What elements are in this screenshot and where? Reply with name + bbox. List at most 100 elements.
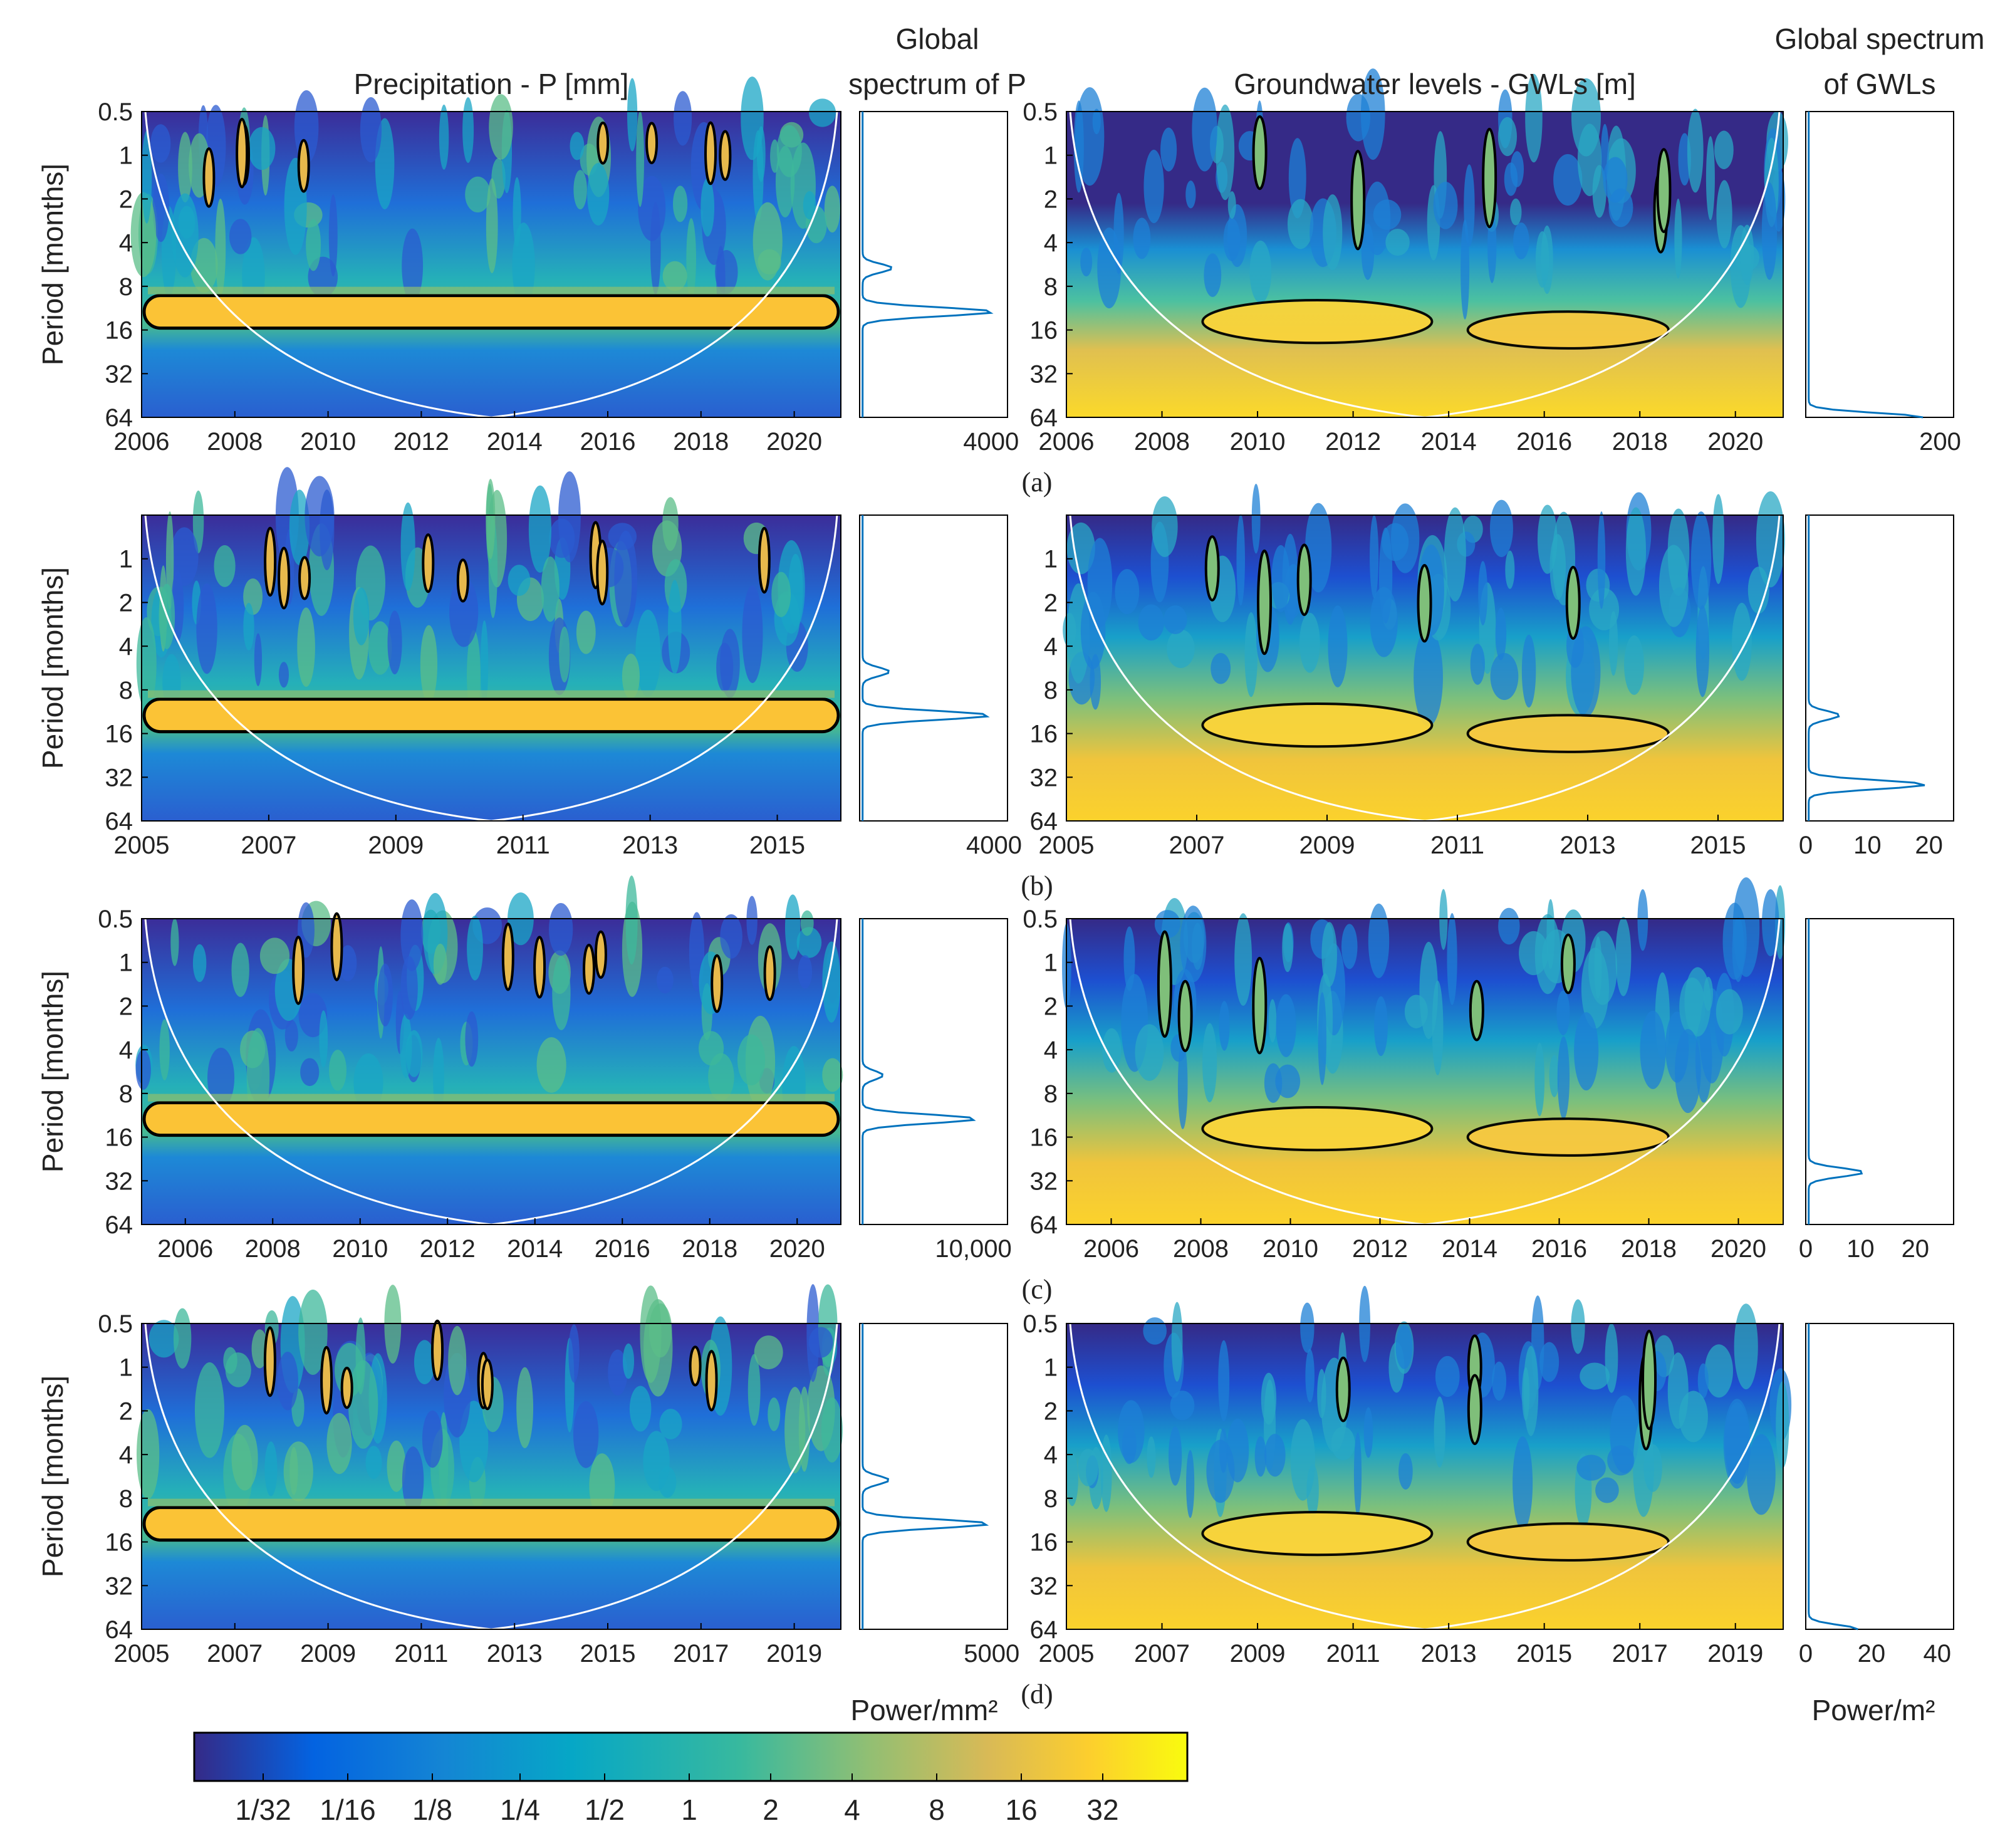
texture-blob [480,620,489,708]
texture-blob [674,91,692,146]
texture-blob [1185,180,1196,209]
texture-blob [700,178,715,237]
texture-blob [1625,507,1647,596]
texture-blob [1497,117,1518,157]
texture-blob [513,177,521,248]
spike-contour [1252,115,1268,191]
y-tick-label: 32 [105,1167,133,1195]
texture-blob [650,202,661,295]
plot-frame [1066,918,1784,1225]
heatmap-precip-c: 0.5 1 2 4 8 16 32 64 2006 2008 2010 2012 2014 2016 201… [98,875,843,1263]
texture-blob [1571,626,1601,718]
texture-blob [821,1397,843,1463]
texture-blob [1318,992,1326,1085]
plot-frame [1066,1323,1784,1630]
heatmap-gwl-c: 0.5 1 2 4 8 16 32 64 2006 2008 2010 2012 2014 2016 201… [1023,877,1786,1263]
panel-label: (a) [1022,467,1053,498]
power-unit-gwl: Power/m² [1812,1694,1935,1726]
y-tick-label: 1 [1044,546,1058,573]
texture-blob [400,899,424,971]
y-tick-label: 1 [119,1354,133,1382]
texture-blob [662,497,679,551]
global-x-tick-label: 20 [1915,832,1943,859]
global-gwl-title-line1: Global spectrum [1775,23,1985,55]
y-tick-label: 32 [1030,360,1058,388]
texture-blob [360,97,382,163]
texture-blob [384,1285,402,1364]
texture-blob [1594,936,1602,999]
y-tick-label: 32 [105,1572,133,1600]
texture-blob [516,1367,534,1449]
y-tick-label: 32 [105,360,133,388]
texture-blob [1674,198,1682,279]
texture-blob [576,610,596,654]
y-tick-label: 2 [1044,589,1058,617]
x-tick-label: 2005 [1039,1640,1095,1668]
texture-blob [747,1354,761,1426]
x-tick-label: 2010 [332,1235,388,1263]
texture-blob [402,228,424,303]
texture-blob [1723,1399,1751,1489]
texture-blob [1219,1428,1228,1473]
texture-blob [448,1325,467,1396]
texture-blob [1234,913,1252,1006]
texture-blob [289,1447,298,1495]
global-x-tick-label: 10 [1846,1235,1875,1263]
texture-blob [1556,990,1570,1036]
texture-blob [1211,653,1231,684]
y-tick-label: 2 [1044,993,1058,1020]
spike-contour [594,930,607,979]
y-tick-label: 1 [1044,142,1058,170]
texture-blob [720,914,742,959]
texture-blob [289,489,310,565]
texture-blob [1624,635,1645,695]
gwl-contour [1201,298,1434,345]
texture-blob [1219,1001,1230,1051]
texture-blob [776,125,802,177]
texture-blob [248,127,276,170]
texture-blob [400,502,415,591]
texture-blob [1521,634,1536,708]
global-spectrum-line [1808,515,1925,821]
texture-blob [1523,1345,1539,1436]
texture-blob [223,1347,237,1374]
texture-blob [1398,1453,1413,1490]
texture-blob [1276,994,1296,1057]
x-tick-label: 2007 [1169,832,1225,859]
x-tick-label: 2010 [1230,428,1286,456]
texture-blob [1519,931,1549,976]
spike-contour [340,1367,353,1409]
texture-blob [1331,1426,1355,1461]
texture-blob [824,185,840,233]
spike-contour [1656,148,1672,233]
colorbar-tick-label: 32 [1086,1793,1118,1826]
texture-blob [1370,514,1379,598]
band-halo [148,1094,835,1102]
texture-blob [489,94,513,160]
texture-blob [449,577,479,647]
y-tick-label: 2 [1044,185,1058,213]
spike-contour [1350,150,1366,251]
texture-blob [1395,1325,1413,1369]
texture-blob [1490,653,1519,701]
y-tick-label: 0.5 [98,98,133,126]
texture-blob [1687,108,1704,193]
texture-blob [754,1335,783,1370]
x-tick-label: 2014 [1442,1235,1497,1263]
texture-blob [192,944,207,983]
spike-contour [481,1358,494,1411]
texture-blob [1167,629,1195,668]
texture-blob [1192,87,1217,172]
y-tick-label: 64 [105,404,133,432]
texture-blob [559,626,570,682]
texture-blob [1491,1361,1507,1401]
y-tick-label: 2 [119,589,133,617]
texture-blob [640,1285,662,1383]
x-tick-label: 2005 [114,1640,170,1668]
y-tick-label: 8 [119,677,133,704]
texture-blob [1615,917,1632,996]
spike-contour [689,1345,702,1387]
annual-band-contour [142,1506,840,1542]
texture-blob [1609,611,1618,676]
